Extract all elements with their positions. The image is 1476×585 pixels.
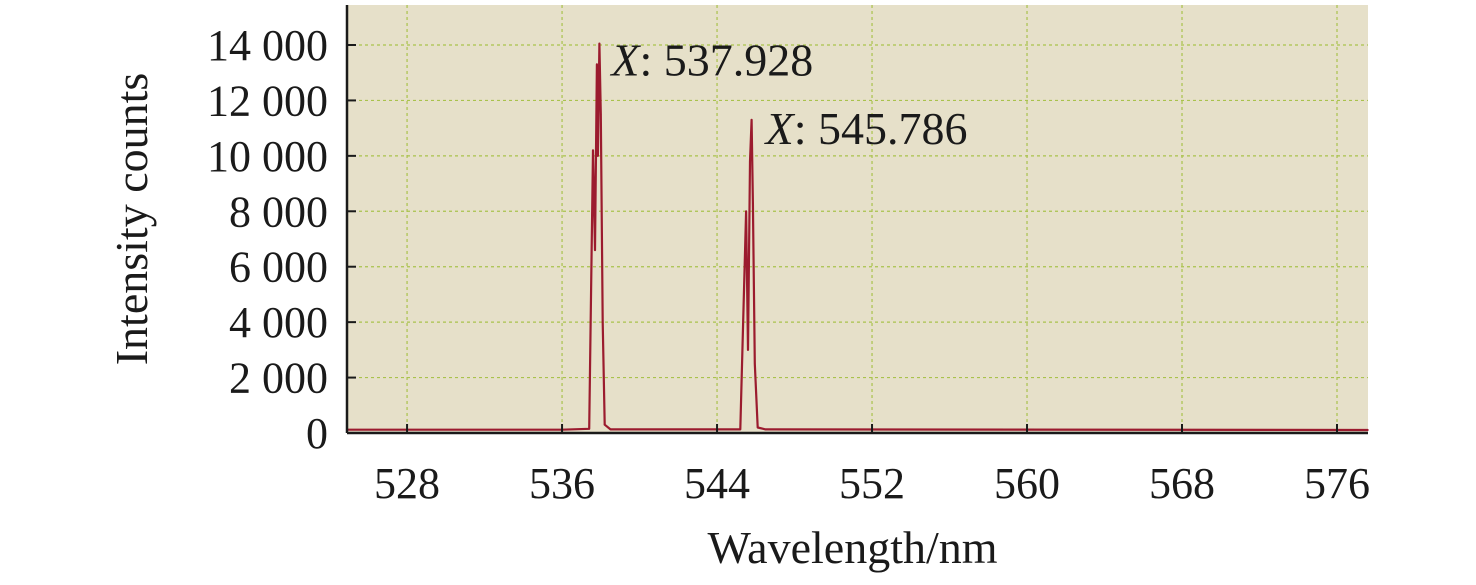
data-point [754,362,756,365]
data-point [603,423,606,426]
x-tick-label: 568 [1149,459,1215,508]
y-tick-label: 10 000 [207,132,328,181]
data-point [592,149,594,152]
x-tick-label: 544 [684,459,750,508]
data-point [739,428,742,431]
data-point [597,155,599,157]
data-point [1367,429,1369,431]
data-point [749,160,751,163]
y-axis-title: Intensity counts [106,73,157,366]
x-tick-label: 552 [839,459,905,508]
annotation-variable: X [609,35,641,86]
grid-layer [347,5,1368,433]
spectrum-line [347,42,1369,432]
data-point [598,42,601,45]
data-point [756,426,759,429]
data-point [750,119,753,121]
axes-layer [345,5,1368,435]
y-tick-label: 0 [306,409,328,458]
peak-annotation: X: 537.928 [609,35,813,86]
data-point [764,428,767,431]
y-tick-label: 2 000 [229,354,328,403]
x-axis-title: Wavelength/nm [707,522,997,573]
data-point [596,63,598,66]
data-point [599,113,602,116]
annotation-value: : 545.786 [794,103,968,154]
y-tick-label: 4 000 [229,298,328,347]
y-tick-label: 12 000 [207,76,328,125]
annotation-variable: X [764,103,796,154]
data-point [747,349,749,351]
x-tick-label: 536 [529,459,595,508]
data-point [601,321,604,323]
x-tick-label: 560 [994,459,1060,508]
data-point [752,202,754,204]
x-tick-label: 528 [374,459,440,508]
y-tick-label: 6 000 [229,243,328,292]
data-point [609,428,612,431]
peak-annotation: X: 545.786 [764,103,968,154]
plot-background [347,5,1368,433]
data-point [594,249,596,251]
data-point [745,210,747,213]
y-tick-label: 8 000 [229,187,328,236]
data-point [588,428,590,430]
annotation-value: : 537.928 [640,35,814,86]
y-tick-label: 14 000 [207,21,328,70]
ticks-layer: 528 536 544 552 560 568 576 0 2 000 4 000 6 000 8 0… [207,21,1370,508]
x-tick-label: 576 [1304,459,1370,508]
